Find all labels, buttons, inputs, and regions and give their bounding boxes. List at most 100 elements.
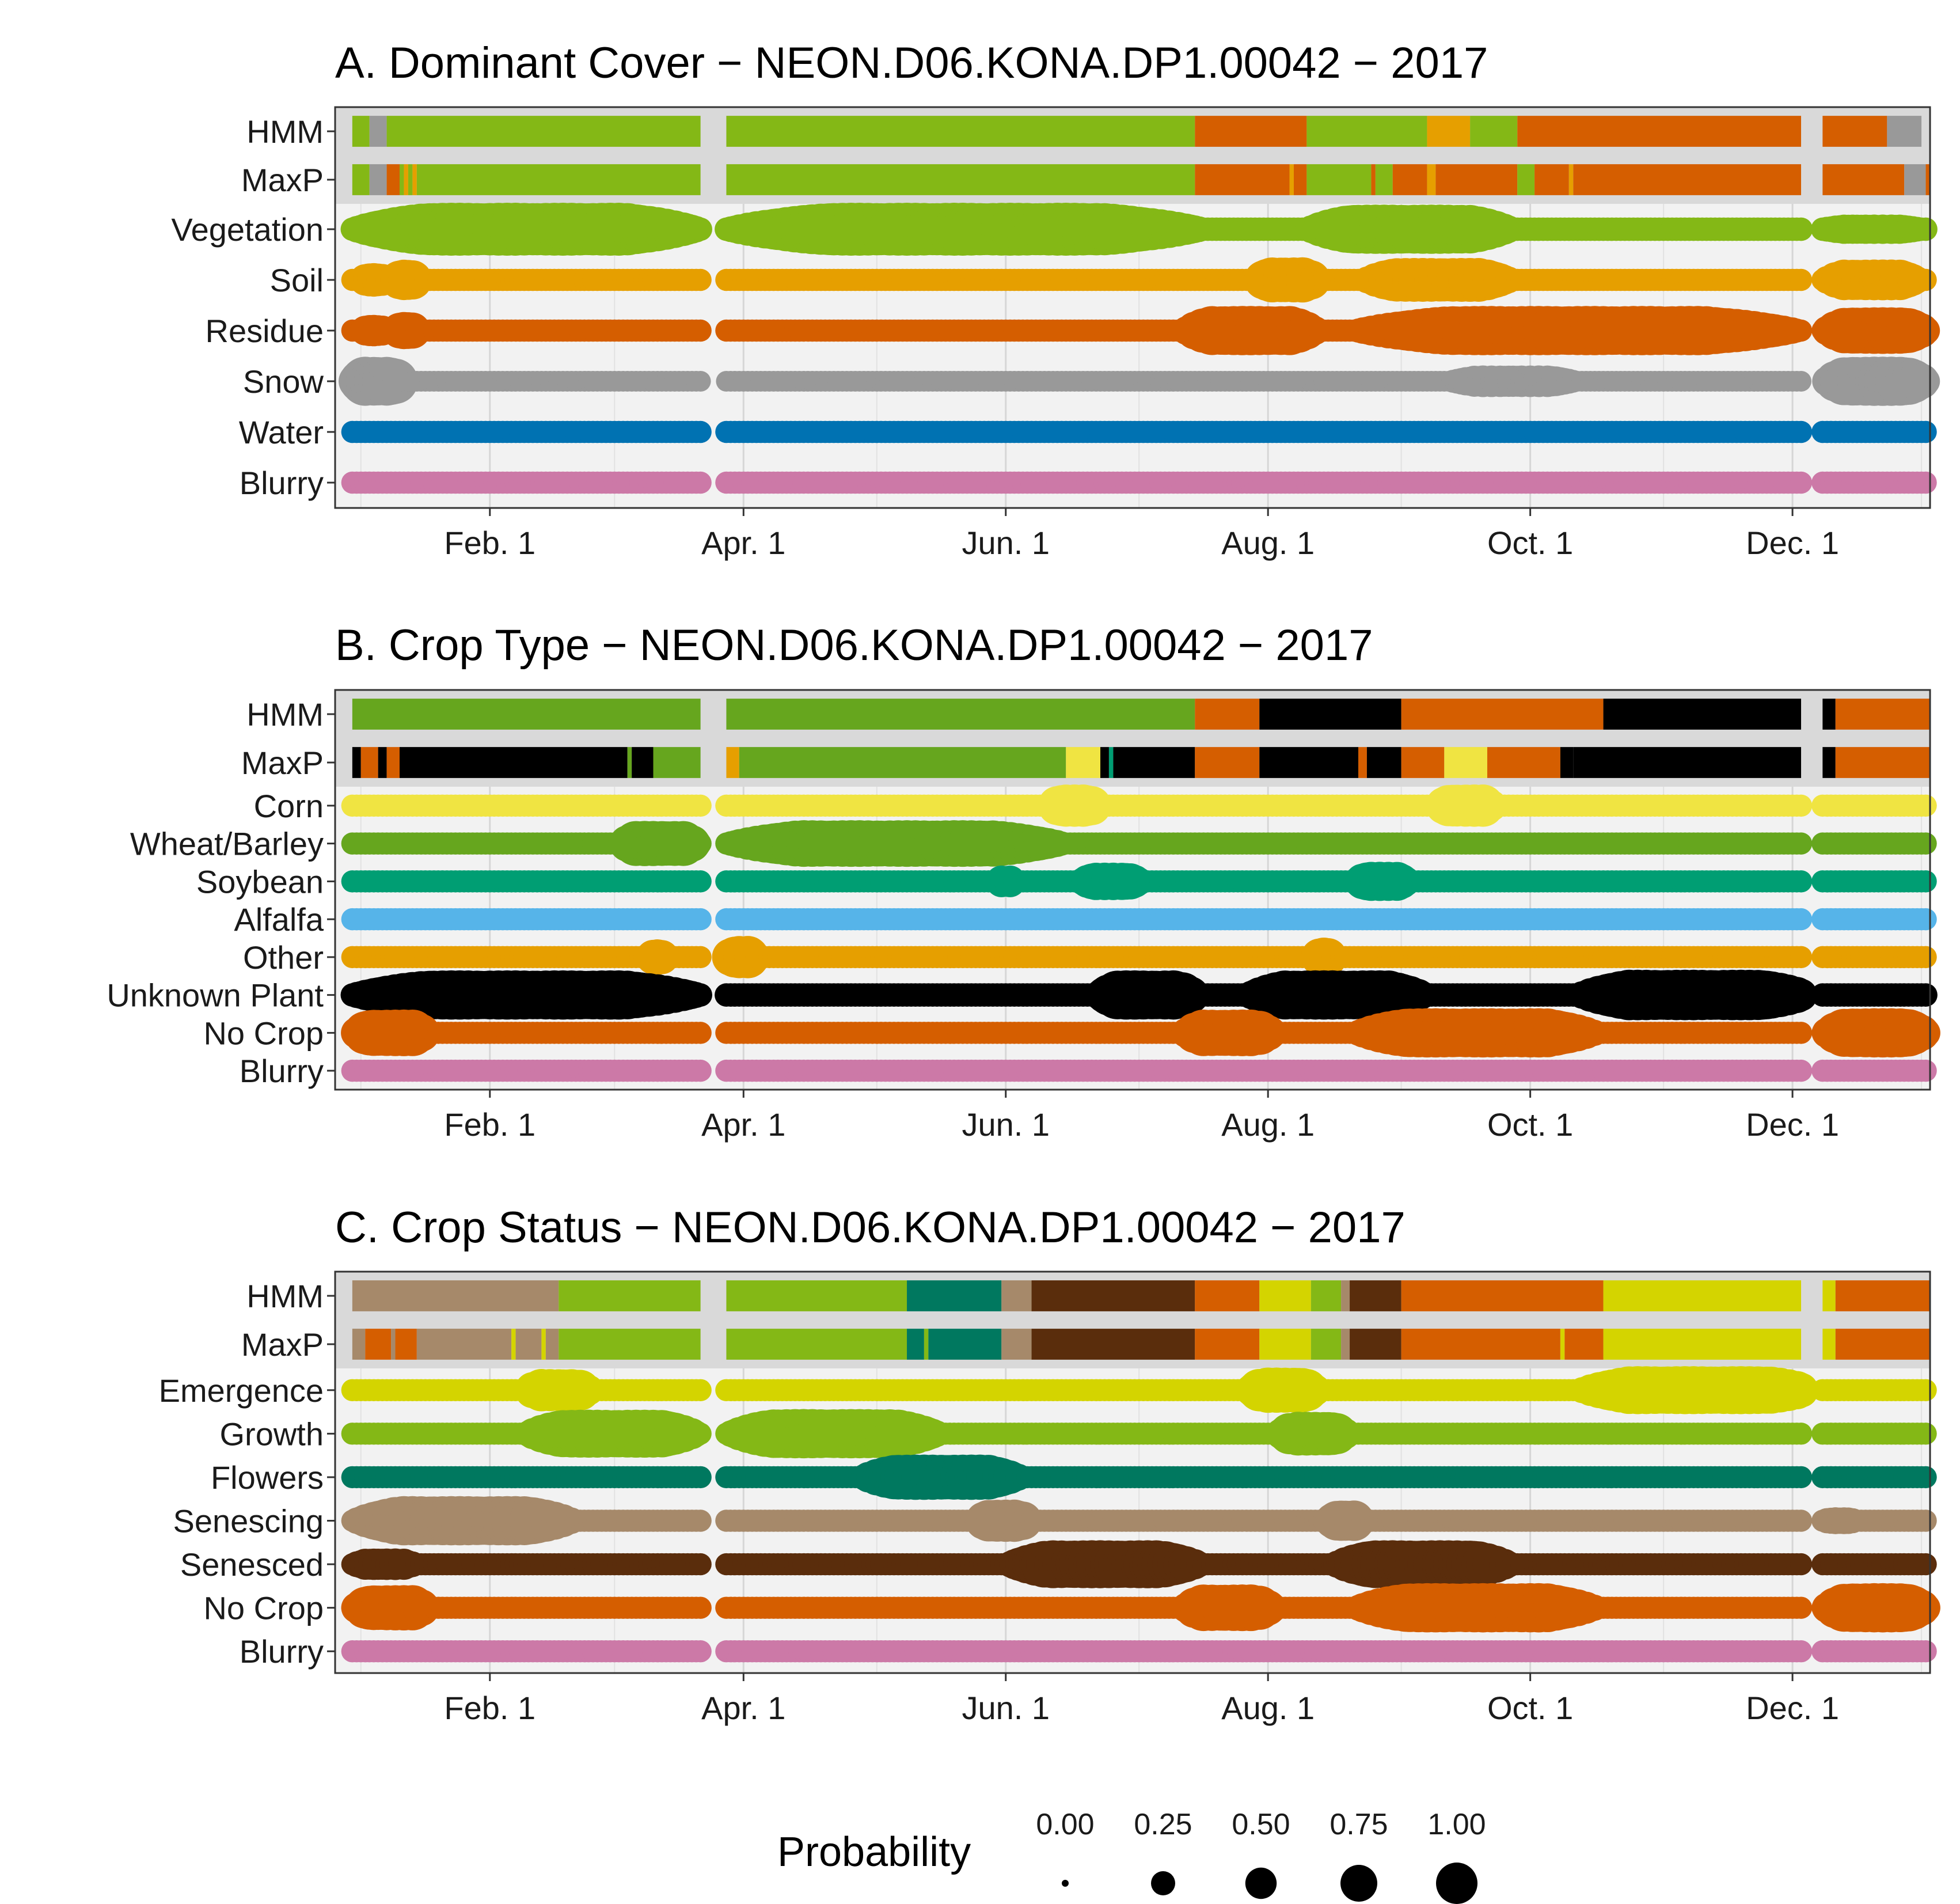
probability-point bbox=[1790, 1022, 1813, 1044]
maxp-state-segment bbox=[1289, 164, 1294, 195]
probability-point bbox=[1790, 319, 1813, 342]
hmm-state-segment bbox=[352, 116, 370, 147]
probability-point bbox=[1790, 908, 1813, 931]
x-tick-label: Oct. 1 bbox=[1487, 525, 1573, 561]
probability-point bbox=[1911, 316, 1940, 345]
maxp-state-segment bbox=[352, 164, 370, 195]
probability-point bbox=[1914, 983, 1938, 1007]
probability-point bbox=[1790, 794, 1813, 817]
probability-point bbox=[1790, 946, 1813, 969]
probability-point bbox=[1915, 794, 1937, 817]
probability-point bbox=[689, 319, 712, 342]
maxp-state-segment bbox=[1560, 747, 1574, 778]
maxp-state-segment bbox=[1573, 164, 1802, 195]
maxp-state-segment bbox=[386, 164, 400, 195]
hmm-state-segment bbox=[1517, 116, 1802, 147]
maxp-state-segment bbox=[1371, 164, 1376, 195]
maxp-state-segment bbox=[1925, 164, 1930, 195]
maxp-state-segment bbox=[653, 747, 701, 778]
maxp-state-segment bbox=[1435, 164, 1518, 195]
hmm-state-segment bbox=[1259, 699, 1401, 730]
maxp-state-segment bbox=[1375, 164, 1393, 195]
probability-point bbox=[689, 217, 712, 241]
maxp-state-segment bbox=[1066, 747, 1101, 778]
row-label-vegetation: Vegetation bbox=[171, 211, 324, 248]
hmm-state-segment bbox=[1835, 699, 1930, 730]
row-label-soil: Soil bbox=[270, 262, 324, 298]
maxp-state-segment bbox=[1392, 164, 1427, 195]
maxp-state-segment bbox=[1904, 164, 1926, 195]
maxp-state-segment bbox=[1517, 164, 1535, 195]
probability-point bbox=[1915, 946, 1937, 969]
hmm-state-segment bbox=[1195, 699, 1260, 730]
probability-point bbox=[1914, 217, 1938, 241]
x-tick-label: Feb. 1 bbox=[444, 525, 535, 561]
probability-point bbox=[689, 832, 712, 855]
maxp-state-segment bbox=[386, 747, 400, 778]
row-label-wheat-barley: Wheat/Barley bbox=[130, 826, 324, 862]
row-label-unknown-plant: Unknown Plant bbox=[107, 977, 324, 1014]
row-label-maxp: MaxP bbox=[241, 162, 324, 198]
panel-a-dominant-cover: A. Dominant Cover − NEON.D06.KONA.DP1.00… bbox=[171, 39, 1940, 561]
maxp-state-segment bbox=[1822, 164, 1905, 195]
maxp-state-segment bbox=[360, 747, 378, 778]
row-label-residue: Residue bbox=[206, 313, 324, 349]
row-label-water: Water bbox=[239, 414, 324, 450]
hmm-state-segment bbox=[1306, 116, 1427, 147]
maxp-state-segment bbox=[369, 164, 387, 195]
hmm-state-segment bbox=[1887, 116, 1922, 147]
probability-point bbox=[1789, 217, 1813, 241]
probability-point bbox=[1790, 870, 1813, 893]
maxp-state-segment bbox=[1427, 164, 1436, 195]
maxp-state-segment bbox=[1195, 164, 1290, 195]
maxp-state-segment bbox=[1108, 747, 1114, 778]
hmm-state-segment bbox=[726, 699, 1195, 730]
series-snow bbox=[339, 356, 1940, 406]
probability-point bbox=[1915, 870, 1937, 893]
maxp-state-segment bbox=[1822, 747, 1836, 778]
hmm-state-segment bbox=[1822, 699, 1836, 730]
maxp-state-segment bbox=[404, 164, 408, 195]
row-label-snow: Snow bbox=[243, 363, 324, 400]
panel-border bbox=[334, 106, 1931, 509]
probability-point bbox=[1915, 268, 1937, 291]
series-corn bbox=[341, 784, 1937, 827]
maxp-state-segment bbox=[378, 747, 387, 778]
maxp-state-segment bbox=[1259, 747, 1358, 778]
probability-point bbox=[689, 794, 712, 817]
maxp-state-segment bbox=[1100, 747, 1109, 778]
row-label-maxp: MaxP bbox=[241, 745, 324, 781]
maxp-state-segment bbox=[416, 164, 701, 195]
maxp-state-segment bbox=[412, 164, 417, 195]
maxp-state-segment bbox=[726, 164, 1195, 195]
probability-point bbox=[689, 1022, 712, 1044]
hmm-state-segment bbox=[1822, 116, 1887, 147]
row-label-soybean: Soybean bbox=[196, 863, 324, 900]
series-blurry bbox=[341, 1059, 1937, 1082]
series-alfalfa bbox=[341, 908, 1937, 931]
probability-point bbox=[1790, 471, 1813, 494]
row-label-alfalfa: Alfalfa bbox=[234, 901, 324, 938]
hmm-state-segment bbox=[352, 699, 701, 730]
maxp-state-segment bbox=[1401, 747, 1445, 778]
maxp-state-segment bbox=[1293, 164, 1307, 195]
probability-point bbox=[1911, 367, 1940, 396]
probability-point bbox=[1790, 268, 1813, 291]
probability-point bbox=[1915, 471, 1937, 494]
series-unknown-plant bbox=[340, 969, 1938, 1021]
maxp-state-segment bbox=[1487, 747, 1560, 778]
probability-point bbox=[689, 870, 712, 893]
x-tick-label: Jun. 1 bbox=[962, 525, 1050, 561]
row-label-no-crop: No Crop bbox=[203, 1015, 324, 1051]
maxp-state-segment bbox=[1113, 747, 1195, 778]
maxp-state-segment bbox=[627, 747, 632, 778]
probability-point bbox=[689, 908, 712, 931]
probability-point bbox=[1791, 371, 1811, 392]
series-vegetation bbox=[340, 203, 1938, 256]
row-label-hmm: HMM bbox=[246, 113, 324, 150]
series-blurry bbox=[341, 471, 1937, 494]
hmm-state-segment bbox=[726, 116, 1195, 147]
row-label-blurry: Blurry bbox=[240, 465, 324, 501]
maxp-state-segment bbox=[399, 747, 628, 778]
hmm-state-segment bbox=[1427, 116, 1471, 147]
